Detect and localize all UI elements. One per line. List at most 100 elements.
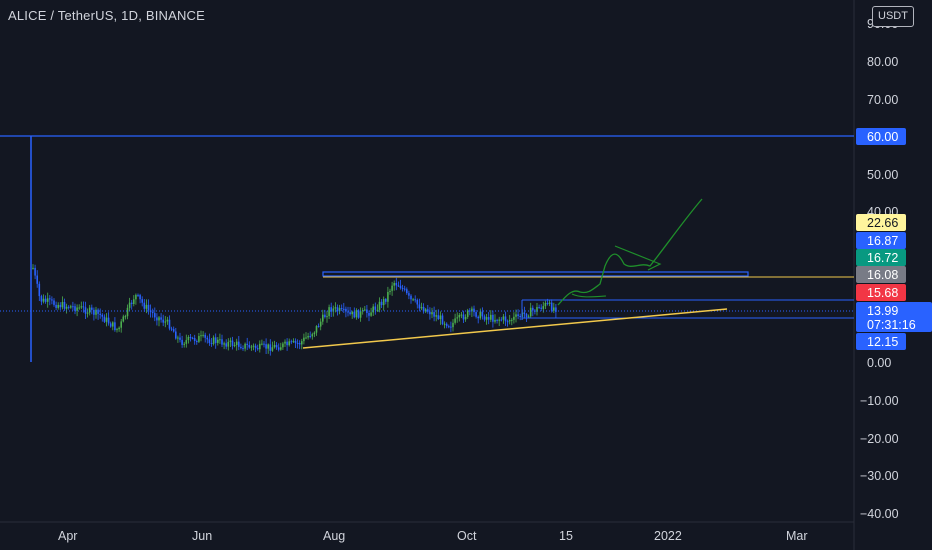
candle-body	[460, 314, 463, 316]
candle-body	[395, 283, 398, 286]
candle-body	[36, 275, 38, 284]
candle-body	[63, 301, 66, 309]
candle-body	[183, 343, 185, 345]
candle-body	[372, 306, 374, 313]
candle-body	[427, 309, 429, 312]
candle-body	[116, 329, 118, 331]
candle-body	[469, 310, 471, 312]
candle-body	[458, 314, 461, 318]
candle-body	[114, 322, 116, 331]
candle-body	[76, 307, 78, 311]
candle-body	[217, 339, 219, 343]
candle-body	[242, 348, 244, 350]
candle-body	[361, 310, 364, 312]
candle-body	[303, 337, 305, 342]
candle-body	[185, 340, 188, 344]
candle-body	[418, 304, 421, 309]
resistance-zone[interactable]	[322, 271, 749, 277]
candle-body	[485, 317, 488, 320]
candle-body	[330, 307, 332, 312]
y-tick-label: 50.00	[867, 168, 898, 182]
candle-body	[382, 299, 385, 306]
candle-body	[424, 309, 427, 312]
candle-body	[429, 311, 431, 315]
candle-body	[151, 312, 154, 314]
candle-body	[212, 337, 215, 344]
candle-body	[93, 309, 95, 315]
candle-body	[355, 310, 358, 318]
candle-body	[124, 316, 127, 318]
candle-body	[78, 307, 80, 309]
candle-body	[162, 319, 164, 323]
drawing-layer[interactable]	[0, 135, 854, 362]
candle-body	[103, 316, 106, 322]
candle-body	[479, 311, 482, 319]
candle-body	[519, 315, 521, 317]
candle-body	[284, 341, 286, 344]
candle-body	[508, 320, 511, 322]
projection-sketch-base	[571, 293, 607, 298]
candle-body	[80, 306, 83, 308]
candle-body	[492, 314, 494, 322]
price-tag-12-15: 12.15	[856, 333, 906, 350]
time-axis[interactable]: Apr Jun Aug Oct 15 2022 Mar	[58, 529, 808, 543]
candle-body	[332, 308, 335, 312]
candle-body	[189, 337, 192, 339]
candle-body	[511, 319, 513, 321]
candle-body	[231, 340, 234, 346]
candle-body	[49, 298, 51, 300]
candle-body	[208, 339, 211, 343]
candle-body	[441, 315, 444, 324]
candle-body	[187, 337, 190, 341]
candle-body	[319, 321, 322, 327]
candle-body	[370, 312, 372, 316]
candle-body	[376, 309, 379, 311]
candle-body	[359, 311, 362, 318]
candle-body	[422, 306, 425, 312]
candle-body	[397, 285, 400, 287]
candle-body	[462, 314, 465, 320]
candle-body	[494, 319, 496, 322]
last-price-value: 13.99	[867, 304, 898, 318]
candle-body	[471, 308, 473, 312]
candle-countdown: 07:31:16	[867, 318, 916, 332]
symbol-title[interactable]: ALICE / TetherUS, 1D, BINANCE	[8, 8, 206, 23]
price-tag-16-72: 16.72	[856, 249, 906, 266]
candle-body	[221, 339, 223, 345]
candle-body	[477, 316, 479, 319]
candle-body	[456, 317, 458, 319]
candle-body	[158, 317, 160, 321]
trendline[interactable]	[302, 308, 728, 349]
candle-body	[292, 340, 295, 342]
candle-body	[431, 312, 433, 315]
candle-body	[544, 302, 547, 307]
candle-body	[487, 317, 490, 320]
candle-body	[406, 289, 408, 294]
candle-body	[296, 342, 299, 344]
candle-body	[334, 307, 337, 309]
candle-body	[118, 327, 120, 330]
candle-body	[206, 337, 209, 340]
candle-body	[122, 316, 125, 322]
projection-sketch[interactable]	[557, 198, 703, 306]
candle-body	[67, 306, 70, 308]
candle-body	[401, 288, 404, 290]
candle-body	[65, 306, 68, 309]
candle-body	[315, 326, 318, 333]
candle-body	[475, 312, 477, 317]
candle-body	[170, 328, 173, 330]
candle-body	[210, 342, 213, 344]
candle-body	[259, 343, 261, 350]
candle-body	[437, 315, 440, 320]
candle-body	[322, 314, 324, 322]
candle-body	[227, 341, 230, 347]
candle-body	[523, 312, 526, 314]
candle-body	[200, 335, 202, 337]
candle-body	[525, 313, 528, 317]
candle-body	[99, 313, 101, 315]
candle-body	[57, 304, 59, 308]
currency-selector[interactable]: USDT	[872, 6, 914, 27]
candle-body	[191, 337, 194, 339]
candle-body	[393, 283, 395, 286]
